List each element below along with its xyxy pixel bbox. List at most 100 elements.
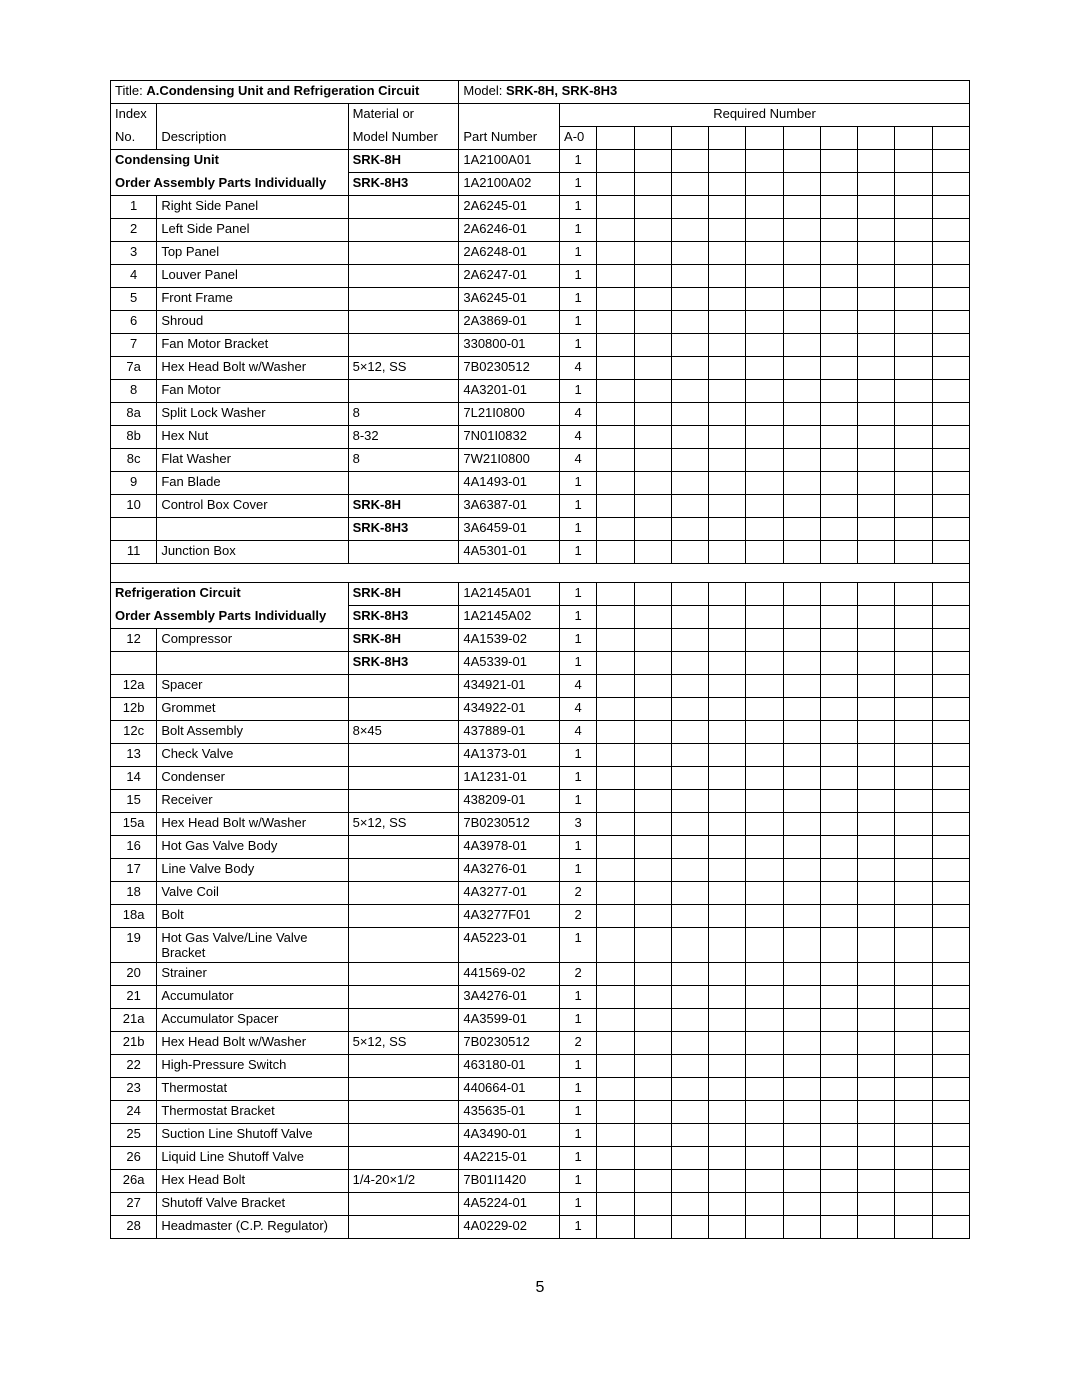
empty-cell [709, 698, 746, 721]
empty-cell [783, 150, 820, 173]
part-cell: 441569-02 [459, 963, 560, 986]
empty-cell [709, 963, 746, 986]
index-cell: 17 [111, 859, 157, 882]
index-cell: 8b [111, 426, 157, 449]
empty-cell [671, 698, 708, 721]
table-row: 22High-Pressure Switch463180-011 [111, 1055, 970, 1078]
qty-cell: 1 [560, 836, 597, 859]
empty-cell [671, 1124, 708, 1147]
empty-cell [895, 495, 932, 518]
part-cell: 7B0230512 [459, 1032, 560, 1055]
qty-cell: 1 [560, 606, 597, 629]
table-row: 6Shroud2A3869-011 [111, 311, 970, 334]
index-cell: 2 [111, 219, 157, 242]
material-cell: 1/4-20×1/2 [348, 1170, 459, 1193]
table-row: 4Louver Panel2A6247-011 [111, 265, 970, 288]
empty-cell [597, 196, 634, 219]
empty-cell [895, 1193, 932, 1216]
description-cell: Check Valve [157, 744, 348, 767]
empty-cell [671, 1193, 708, 1216]
empty-cell [634, 242, 671, 265]
empty-cell [671, 449, 708, 472]
empty-cell [671, 744, 708, 767]
qty-cell: 1 [560, 150, 597, 173]
empty-cell [634, 1170, 671, 1193]
empty-cell [820, 357, 857, 380]
empty-cell [895, 1170, 932, 1193]
empty-cell [746, 1055, 783, 1078]
empty-cell [597, 1078, 634, 1101]
empty-cell [746, 675, 783, 698]
index-cell: 18a [111, 905, 157, 928]
empty-cell [597, 652, 634, 675]
empty-cell [858, 1055, 895, 1078]
empty-cell [671, 790, 708, 813]
empty-cell [895, 859, 932, 882]
empty-cell [895, 1009, 932, 1032]
empty-cell [709, 150, 746, 173]
empty-cell [634, 1101, 671, 1124]
empty-cell [783, 790, 820, 813]
description-cell: Flat Washer [157, 449, 348, 472]
empty-cell [858, 173, 895, 196]
qty-cell: 1 [560, 380, 597, 403]
table-row: 8Fan Motor4A3201-011 [111, 380, 970, 403]
parts-table: Title: A.Condensing Unit and Refrigerati… [110, 80, 970, 1239]
empty-cell [671, 403, 708, 426]
empty-cell [858, 265, 895, 288]
empty-cell [783, 1078, 820, 1101]
qty-cell: 1 [560, 1147, 597, 1170]
empty-cell [932, 675, 969, 698]
empty-cell [932, 986, 969, 1009]
description-cell: Control Box Cover [157, 495, 348, 518]
empty-cell [820, 652, 857, 675]
empty-cell [858, 583, 895, 606]
material-cell: 5×12, SS [348, 357, 459, 380]
empty-cell [746, 652, 783, 675]
empty-cell [671, 813, 708, 836]
empty-cell [746, 905, 783, 928]
empty-cell [709, 1055, 746, 1078]
empty-cell [597, 1124, 634, 1147]
empty-cell [858, 652, 895, 675]
index-cell: 4 [111, 265, 157, 288]
table-row: 12aSpacer434921-014 [111, 675, 970, 698]
table-row: 8cFlat Washer87W21I08004 [111, 449, 970, 472]
qty-cell: 4 [560, 721, 597, 744]
qty-cell: 1 [560, 767, 597, 790]
empty-cell [858, 1009, 895, 1032]
description-cell: Hex Head Bolt w/Washer [157, 813, 348, 836]
table-row: 3Top Panel2A6248-011 [111, 242, 970, 265]
empty-cell [709, 986, 746, 1009]
material-cell: SRK-8H3 [348, 518, 459, 541]
index-cell: 14 [111, 767, 157, 790]
empty-cell [671, 472, 708, 495]
empty-cell [858, 403, 895, 426]
empty-cell [634, 928, 671, 963]
qty-cell: 1 [560, 1009, 597, 1032]
index-cell: 9 [111, 472, 157, 495]
empty-cell [634, 629, 671, 652]
material-cell [348, 1055, 459, 1078]
qty-cell: 4 [560, 426, 597, 449]
empty-cell [783, 311, 820, 334]
empty-cell [634, 606, 671, 629]
description-cell: Compressor [157, 629, 348, 652]
empty-cell [858, 541, 895, 564]
empty-cell [634, 721, 671, 744]
empty-cell [746, 1147, 783, 1170]
empty-cell [709, 1078, 746, 1101]
description-cell: Bolt [157, 905, 348, 928]
part-cell: 4A3978-01 [459, 836, 560, 859]
empty-cell [746, 583, 783, 606]
empty-cell [932, 265, 969, 288]
empty-cell [932, 652, 969, 675]
empty-cell [671, 196, 708, 219]
material-cell [348, 675, 459, 698]
qty-cell: 4 [560, 357, 597, 380]
empty-cell [895, 242, 932, 265]
h-index2: No. [111, 127, 157, 150]
empty-cell [858, 1124, 895, 1147]
empty-cell [634, 882, 671, 905]
description-cell: Hot Gas Valve/Line Valve Bracket [157, 928, 348, 963]
